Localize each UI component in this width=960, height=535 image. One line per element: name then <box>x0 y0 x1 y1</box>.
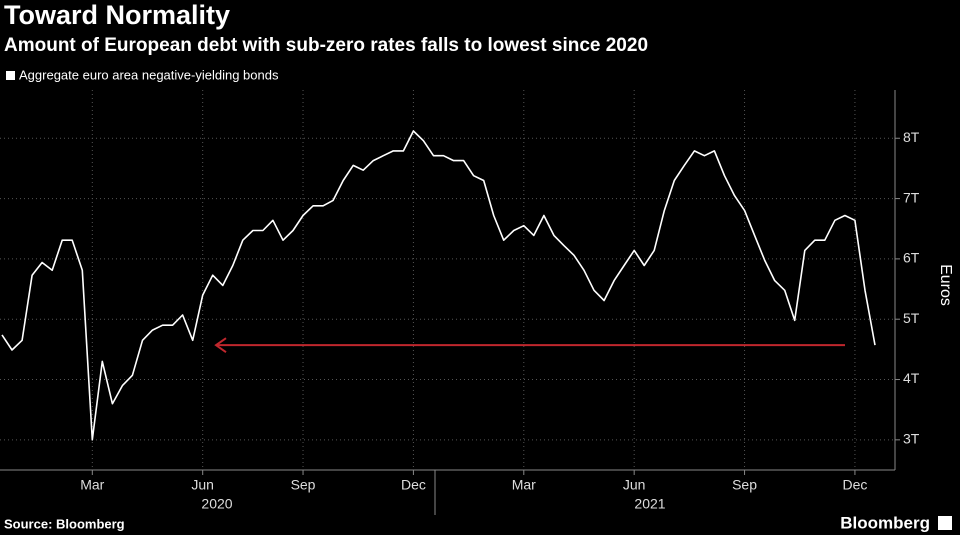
y-tick-label: 7T <box>903 189 920 205</box>
y-tick-label: 4T <box>903 370 920 386</box>
x-tick-label: Mar <box>512 477 536 493</box>
legend-label: Aggregate euro area negative-yielding bo… <box>19 67 279 82</box>
x-tick-label: Jun <box>623 477 646 493</box>
brand-icon <box>938 516 952 530</box>
x-tick-label: Sep <box>291 477 316 493</box>
y-tick-label: 8T <box>903 129 920 145</box>
line-series <box>1 130 876 441</box>
x-tick-label: Dec <box>401 477 426 493</box>
legend-swatch <box>6 71 15 80</box>
y-tick-label: 5T <box>903 310 920 326</box>
y-tick-label: 6T <box>903 250 920 266</box>
y-tick-label: 3T <box>903 431 920 447</box>
x-tick-label: Sep <box>732 477 757 493</box>
annotation-arrowhead <box>214 337 227 353</box>
y-axis-label: Euros <box>937 264 954 306</box>
x-tick-label: Jun <box>191 477 214 493</box>
brand: Bloomberg <box>840 513 930 532</box>
year-label: 2021 <box>634 496 665 512</box>
x-tick-label: Mar <box>80 477 104 493</box>
chart-title: Toward Normality <box>4 0 230 30</box>
source: Source: Bloomberg <box>4 516 125 531</box>
chart-subtitle: Amount of European debt with sub-zero ra… <box>4 35 648 56</box>
year-label: 2020 <box>201 496 232 512</box>
x-tick-label: Dec <box>842 477 867 493</box>
